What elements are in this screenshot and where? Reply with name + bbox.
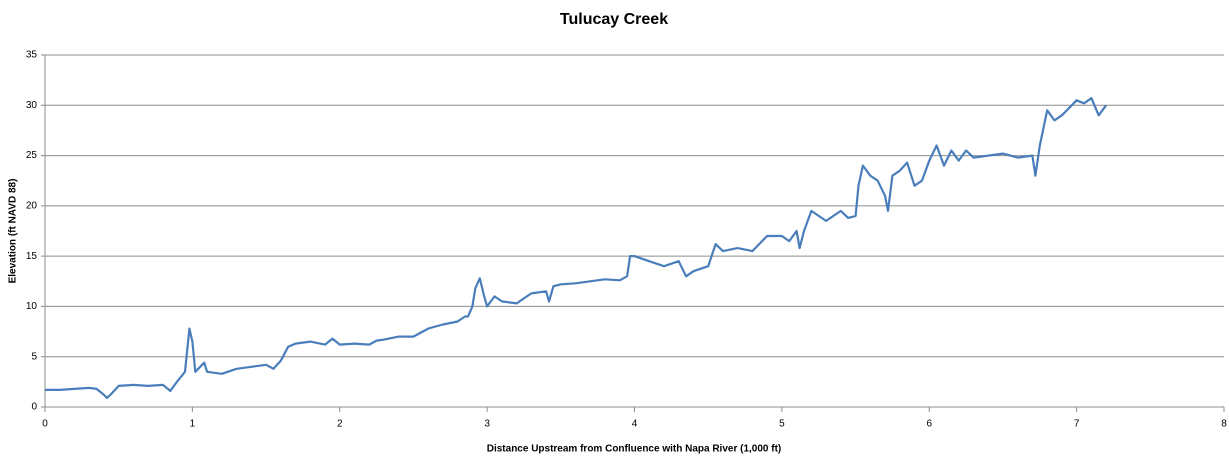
x-tick-label: 2 — [337, 419, 343, 430]
x-tick-label: 3 — [484, 419, 490, 430]
y-tick-label: 30 — [26, 100, 38, 111]
x-tick-label: 1 — [190, 419, 196, 430]
x-tick-label: 7 — [1074, 419, 1080, 430]
x-tick-label: 0 — [42, 419, 48, 430]
y-tick-label: 0 — [31, 402, 37, 413]
x-axis-label: Distance Upstream from Confluence with N… — [487, 444, 782, 455]
y-tick-label: 25 — [26, 150, 38, 161]
y-tick-label: 35 — [26, 50, 38, 61]
y-tick-label: 5 — [31, 351, 37, 362]
chart-title: Tulucay Creek — [560, 11, 668, 28]
x-tick-label: 6 — [926, 419, 932, 430]
x-tick-label: 8 — [1221, 419, 1227, 430]
y-tick-label: 20 — [26, 200, 38, 211]
y-axis-label: Elevation (ft NAVD 88) — [8, 179, 19, 284]
x-tick-label: 5 — [779, 419, 785, 430]
y-tick-label: 15 — [26, 251, 38, 262]
y-tick-label: 10 — [26, 301, 38, 312]
x-tick-label: 4 — [632, 419, 638, 430]
data-line — [45, 97, 1107, 399]
